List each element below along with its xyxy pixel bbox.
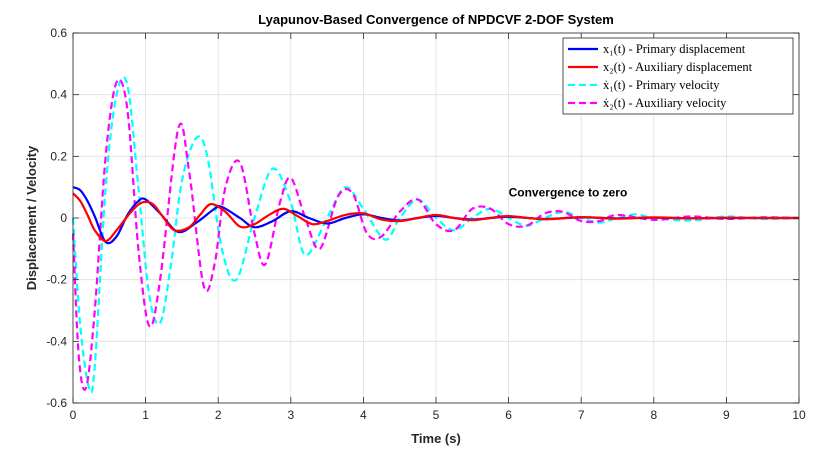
legend-label-x1-t-primary-displacement: x₁(t) - Primary displacement — [603, 42, 746, 56]
x-tick-label: 0 — [70, 408, 77, 422]
legend-label-x2-t-auxiliary-velocity: ẋ₂(t) - Auxiliary velocity — [603, 96, 727, 110]
x-tick-label: 2 — [215, 408, 222, 422]
legend-label-x2-t-auxiliary-displacement: x₂(t) - Auxiliary displacement — [603, 60, 753, 74]
series-line-x2-t-auxiliary-velocity — [71, 78, 800, 391]
series-line-x2-t-auxiliary-displacement — [72, 192, 800, 243]
x-tick-label: 8 — [650, 408, 657, 422]
x-tick-label: 3 — [287, 408, 294, 422]
x-tick-label: 7 — [578, 408, 585, 422]
y-tick-label: -0.6 — [46, 396, 67, 410]
y-tick-label: 0 — [60, 211, 67, 225]
x-tick-label: 5 — [433, 408, 440, 422]
legend-label-x1-t-primary-velocity: ẋ₁(t) - Primary velocity — [603, 78, 720, 92]
y-axis-title: Displacement / Velocity — [24, 145, 39, 290]
x-axis-title: Time (s) — [411, 431, 461, 446]
x-tick-label: 1 — [142, 408, 149, 422]
annotation-text: Convergence to zero — [509, 185, 628, 199]
chart-title: Lyapunov-Based Convergence of NPDCVF 2-D… — [258, 12, 614, 27]
y-tick-label: 0.2 — [50, 149, 67, 163]
x-tick-label: 9 — [723, 408, 730, 422]
x-tick-label: 10 — [792, 408, 806, 422]
axis-ticks: 0 1 2 3 4 5 6 7 8 9 10 -0.6 -0.4 -0.2 0 0.2 0.4 0.6 — [46, 26, 806, 422]
x-tick-label: 4 — [360, 408, 367, 422]
legend: x₁(t) - Primary displacement x₂(t) - Auxi… — [562, 37, 794, 115]
y-tick-label: 0.4 — [50, 88, 67, 102]
x-tick-label: 6 — [505, 408, 512, 422]
y-tick-label: 0.6 — [50, 26, 67, 40]
y-tick-label: -0.4 — [46, 334, 67, 348]
y-tick-label: -0.2 — [46, 273, 67, 287]
series-group — [71, 75, 800, 394]
legend-box — [562, 37, 794, 115]
